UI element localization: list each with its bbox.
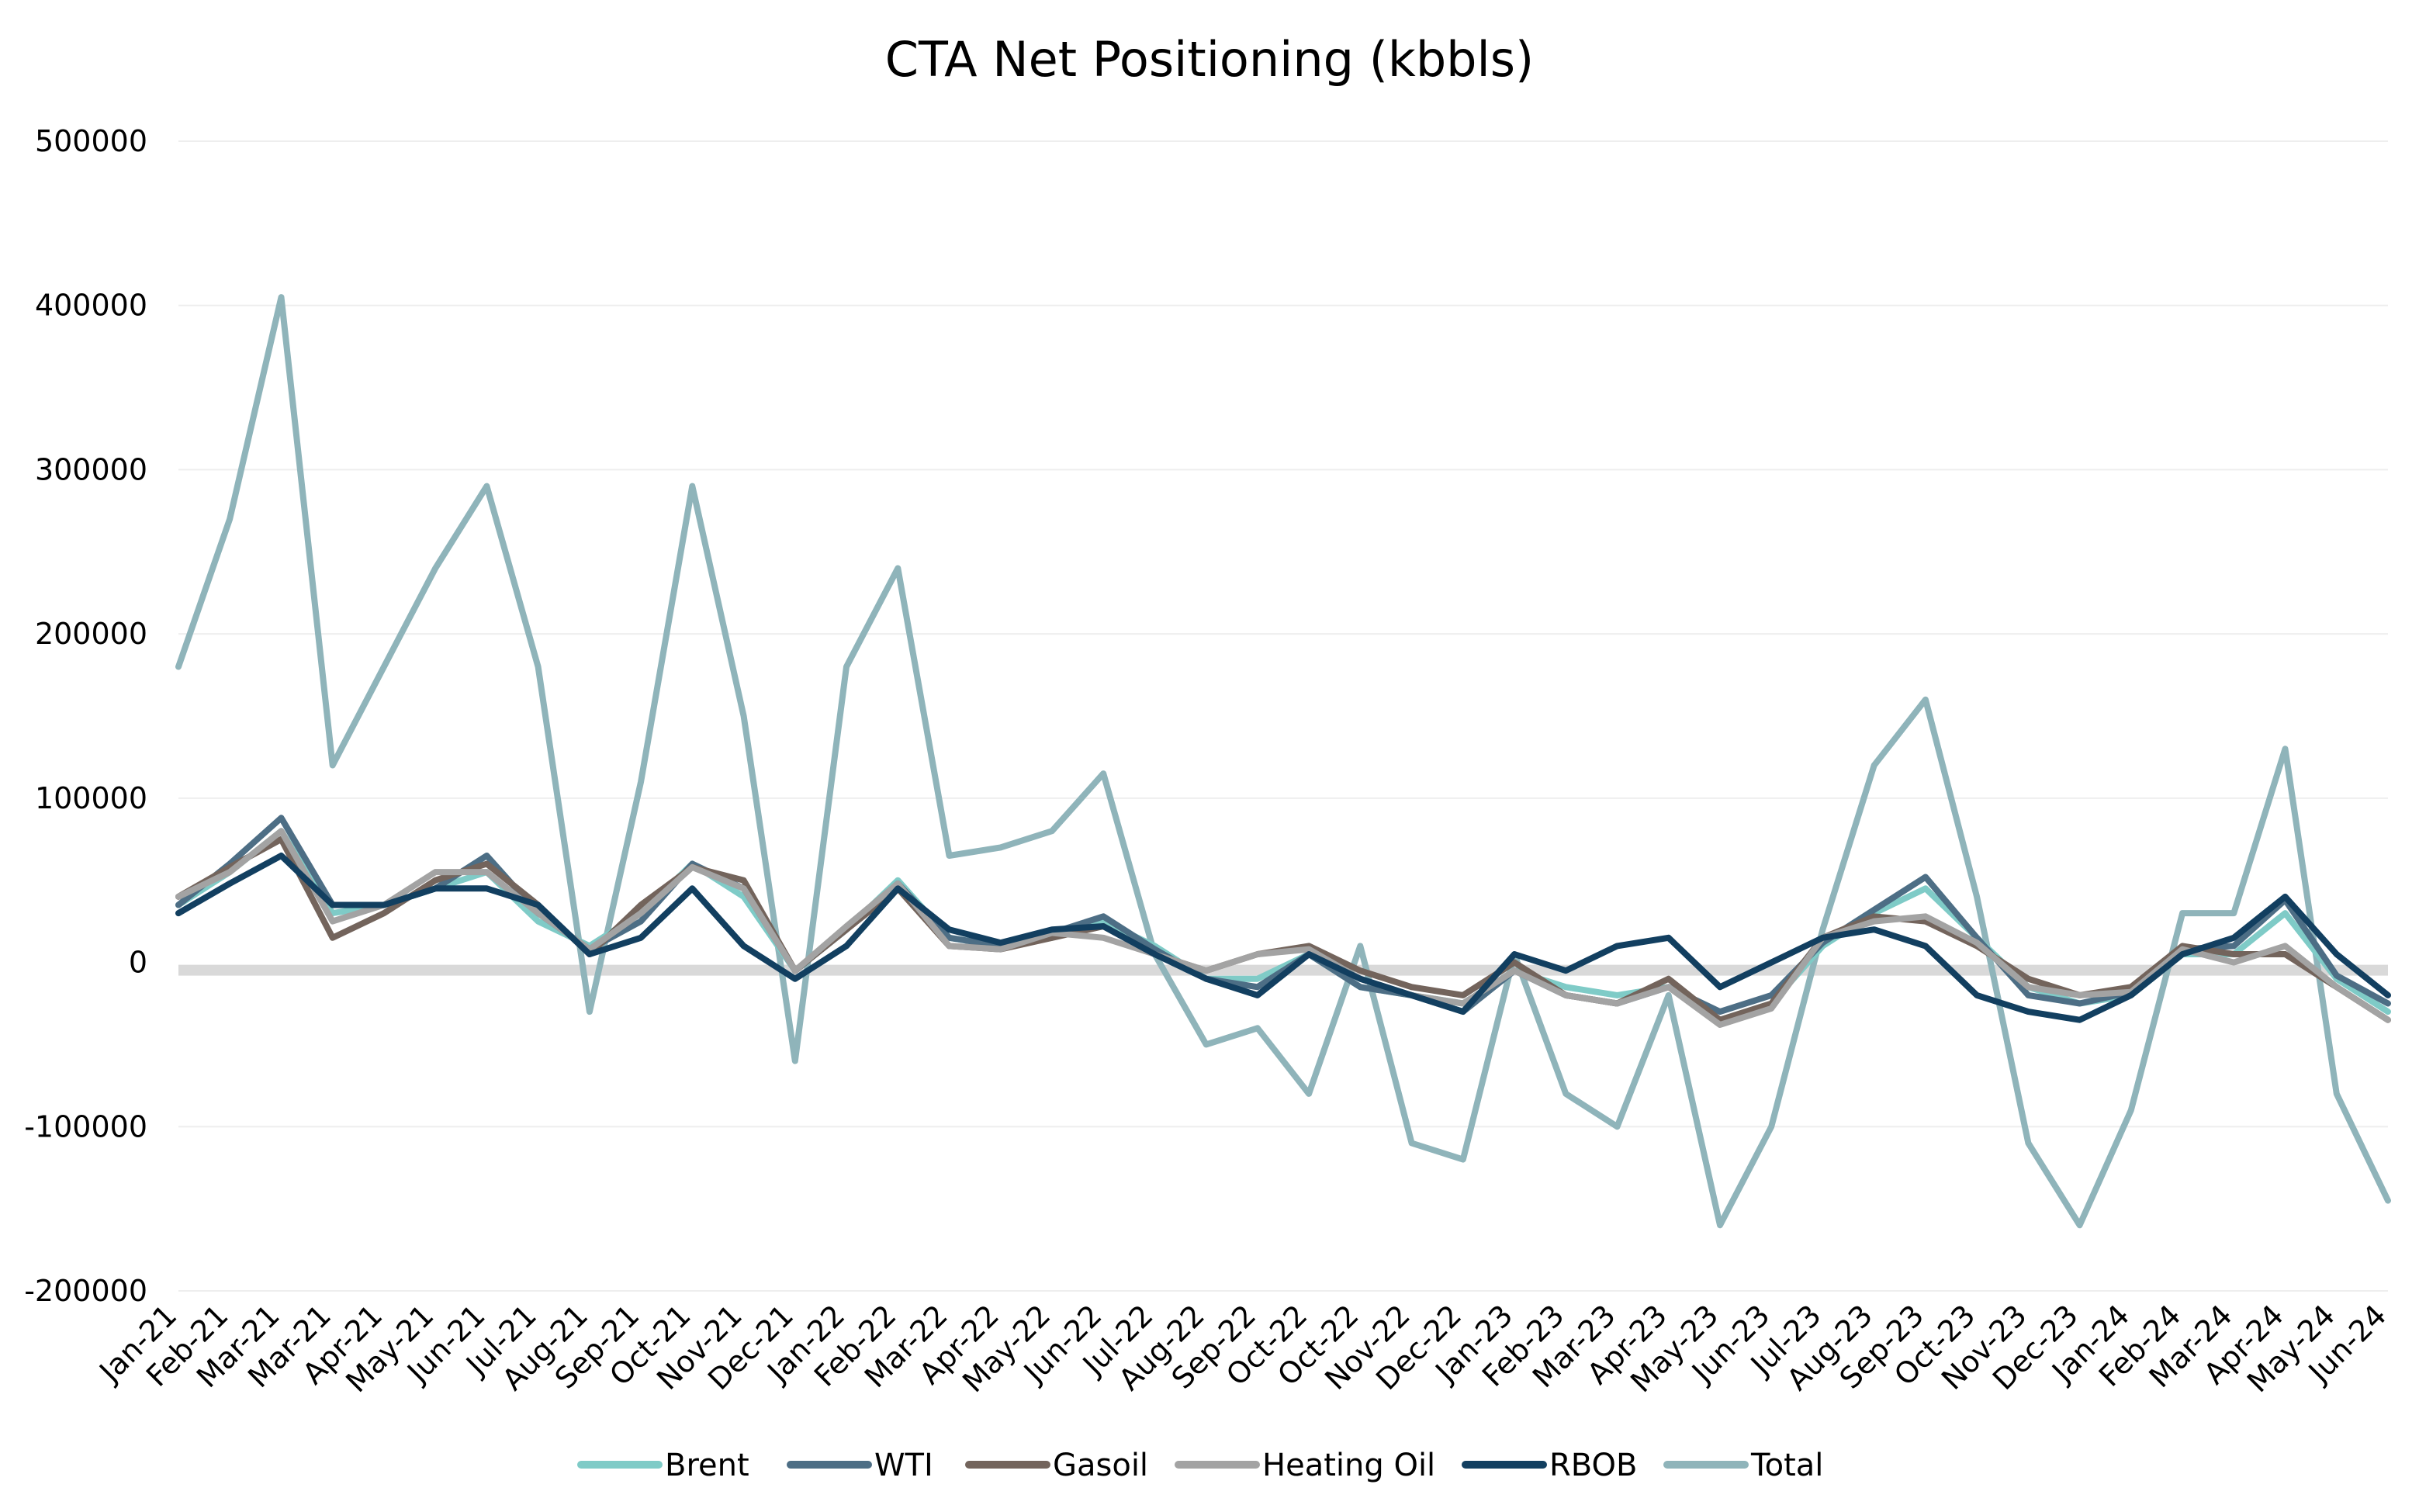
legend-label-wti: WTI	[874, 1448, 933, 1483]
legend-label-heating-oil: Heating Oil	[1262, 1448, 1435, 1483]
series-line-wti	[175, 815, 2391, 1015]
legend-label-brent: Brent	[665, 1448, 749, 1483]
y-tick-label: 0	[129, 946, 147, 980]
legend-label-total: Total	[1750, 1448, 1823, 1483]
y-tick-label: 100000	[35, 781, 147, 815]
y-tick-label: 500000	[35, 124, 147, 158]
y-tick-label: 300000	[35, 452, 147, 486]
y-tick-label: 400000	[35, 289, 147, 323]
y-tick-label: -200000	[24, 1274, 147, 1308]
series-line-heating-oil	[175, 828, 2391, 1028]
series-line-rbob	[175, 853, 2391, 1023]
chart-title: CTA Net Positioning (kbbls)	[884, 31, 1535, 88]
legend-label-gasoil: Gasoil	[1053, 1448, 1148, 1483]
series-line-total	[175, 294, 2391, 1229]
legend-label-rbob: RBOB	[1549, 1448, 1637, 1483]
y-tick-label: -100000	[24, 1109, 147, 1144]
y-tick-label: 200000	[35, 617, 147, 651]
